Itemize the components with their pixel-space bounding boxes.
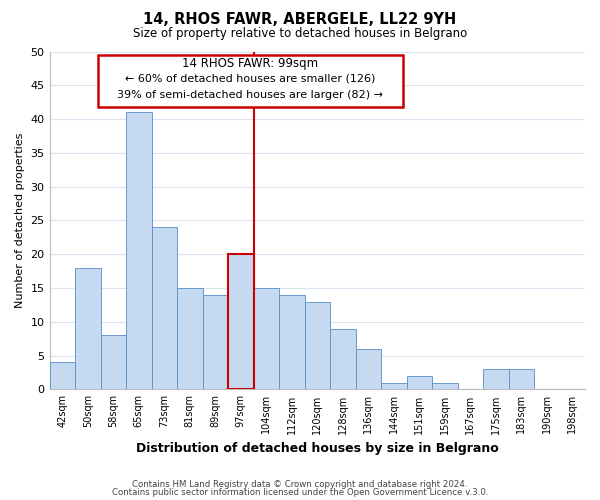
Bar [152,227,177,390]
Text: 14 RHOS FAWR: 99sqm: 14 RHOS FAWR: 99sqm [182,56,319,70]
Bar [75,268,101,390]
Bar [50,362,75,390]
Bar [254,288,279,390]
Y-axis label: Number of detached properties: Number of detached properties [15,133,25,308]
Bar [407,376,432,390]
Bar [305,302,330,390]
Bar [126,112,152,390]
FancyBboxPatch shape [98,55,403,108]
Text: 39% of semi-detached houses are larger (82) →: 39% of semi-detached houses are larger (… [118,90,383,101]
Bar [177,288,203,390]
Text: Contains public sector information licensed under the Open Government Licence v.: Contains public sector information licen… [112,488,488,497]
Bar [509,369,534,390]
Text: 14, RHOS FAWR, ABERGELE, LL22 9YH: 14, RHOS FAWR, ABERGELE, LL22 9YH [143,12,457,28]
Bar [356,349,381,390]
Bar [228,254,254,390]
Text: Contains HM Land Registry data © Crown copyright and database right 2024.: Contains HM Land Registry data © Crown c… [132,480,468,489]
Text: ← 60% of detached houses are smaller (126): ← 60% of detached houses are smaller (12… [125,74,376,84]
Bar [279,295,305,390]
Bar [483,369,509,390]
Bar [203,295,228,390]
Bar [101,336,126,390]
Text: Size of property relative to detached houses in Belgrano: Size of property relative to detached ho… [133,28,467,40]
Bar [381,382,407,390]
Bar [432,382,458,390]
X-axis label: Distribution of detached houses by size in Belgrano: Distribution of detached houses by size … [136,442,499,455]
Bar [330,328,356,390]
